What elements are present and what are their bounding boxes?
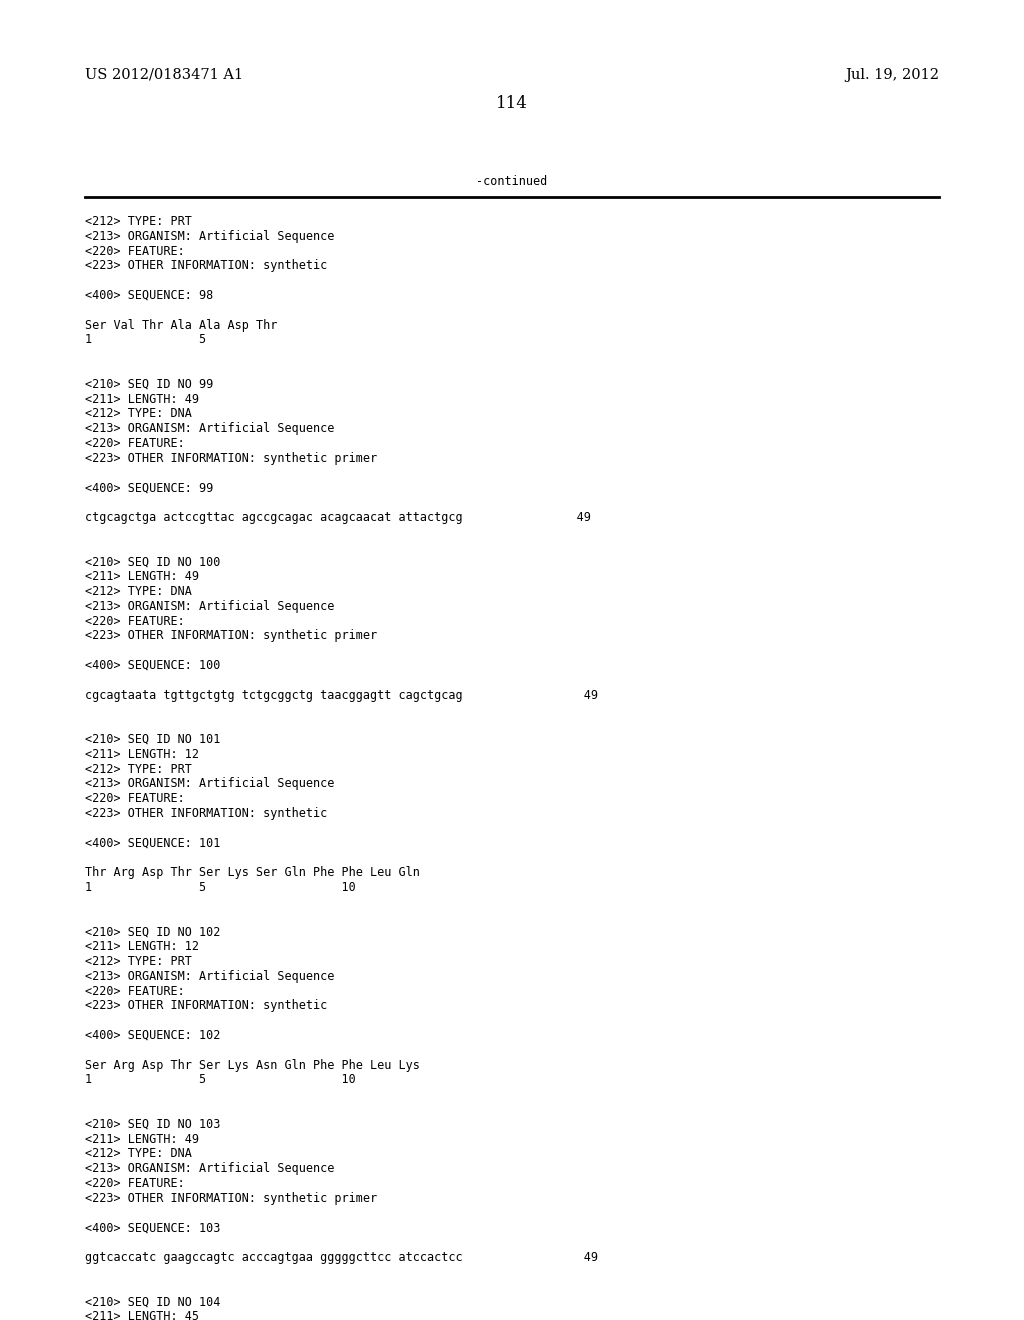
Text: <213> ORGANISM: Artificial Sequence: <213> ORGANISM: Artificial Sequence [85,777,335,791]
Text: <220> FEATURE:: <220> FEATURE: [85,985,184,998]
Text: <400> SEQUENCE: 103: <400> SEQUENCE: 103 [85,1221,220,1234]
Text: <210> SEQ ID NO 104: <210> SEQ ID NO 104 [85,1295,220,1308]
Text: <213> ORGANISM: Artificial Sequence: <213> ORGANISM: Artificial Sequence [85,422,335,436]
Text: <210> SEQ ID NO 101: <210> SEQ ID NO 101 [85,733,220,746]
Text: <220> FEATURE:: <220> FEATURE: [85,792,184,805]
Text: Jul. 19, 2012: Jul. 19, 2012 [845,69,939,82]
Text: ggtcaccatc gaagccagtc acccagtgaa gggggcttcc atccactcc                 49: ggtcaccatc gaagccagtc acccagtgaa gggggct… [85,1251,598,1265]
Text: Thr Arg Asp Thr Ser Lys Ser Gln Phe Phe Leu Gln: Thr Arg Asp Thr Ser Lys Ser Gln Phe Phe … [85,866,420,879]
Text: <213> ORGANISM: Artificial Sequence: <213> ORGANISM: Artificial Sequence [85,599,335,612]
Text: <223> OTHER INFORMATION: synthetic: <223> OTHER INFORMATION: synthetic [85,999,328,1012]
Text: <211> LENGTH: 49: <211> LENGTH: 49 [85,1133,199,1146]
Text: <223> OTHER INFORMATION: synthetic: <223> OTHER INFORMATION: synthetic [85,260,328,272]
Text: -continued: -continued [476,176,548,187]
Text: <213> ORGANISM: Artificial Sequence: <213> ORGANISM: Artificial Sequence [85,970,335,983]
Text: 114: 114 [496,95,528,112]
Text: <400> SEQUENCE: 100: <400> SEQUENCE: 100 [85,659,220,672]
Text: <400> SEQUENCE: 98: <400> SEQUENCE: 98 [85,289,213,302]
Text: <400> SEQUENCE: 102: <400> SEQUENCE: 102 [85,1030,220,1041]
Text: <400> SEQUENCE: 101: <400> SEQUENCE: 101 [85,837,220,850]
Text: <210> SEQ ID NO 100: <210> SEQ ID NO 100 [85,556,220,569]
Text: <223> OTHER INFORMATION: synthetic: <223> OTHER INFORMATION: synthetic [85,807,328,820]
Text: <211> LENGTH: 45: <211> LENGTH: 45 [85,1311,199,1320]
Text: 1               5                   10: 1 5 10 [85,1073,355,1086]
Text: <220> FEATURE:: <220> FEATURE: [85,615,184,627]
Text: <213> ORGANISM: Artificial Sequence: <213> ORGANISM: Artificial Sequence [85,230,335,243]
Text: <212> TYPE: PRT: <212> TYPE: PRT [85,954,191,968]
Text: 1               5: 1 5 [85,334,206,346]
Text: ctgcagctga actccgttac agccgcagac acagcaacat attactgcg                49: ctgcagctga actccgttac agccgcagac acagcaa… [85,511,591,524]
Text: cgcagtaata tgttgctgtg tctgcggctg taacggagtt cagctgcag                 49: cgcagtaata tgttgctgtg tctgcggctg taacgga… [85,689,598,702]
Text: <212> TYPE: DNA: <212> TYPE: DNA [85,585,191,598]
Text: <211> LENGTH: 49: <211> LENGTH: 49 [85,570,199,583]
Text: Ser Arg Asp Thr Ser Lys Asn Gln Phe Phe Leu Lys: Ser Arg Asp Thr Ser Lys Asn Gln Phe Phe … [85,1059,420,1072]
Text: <210> SEQ ID NO 103: <210> SEQ ID NO 103 [85,1118,220,1131]
Text: <400> SEQUENCE: 99: <400> SEQUENCE: 99 [85,482,213,495]
Text: <211> LENGTH: 12: <211> LENGTH: 12 [85,940,199,953]
Text: <212> TYPE: PRT: <212> TYPE: PRT [85,215,191,228]
Text: <210> SEQ ID NO 99: <210> SEQ ID NO 99 [85,378,213,391]
Text: <210> SEQ ID NO 102: <210> SEQ ID NO 102 [85,925,220,939]
Text: <220> FEATURE:: <220> FEATURE: [85,437,184,450]
Text: Ser Val Thr Ala Ala Asp Thr: Ser Val Thr Ala Ala Asp Thr [85,318,278,331]
Text: <220> FEATURE:: <220> FEATURE: [85,244,184,257]
Text: <211> LENGTH: 49: <211> LENGTH: 49 [85,392,199,405]
Text: <212> TYPE: DNA: <212> TYPE: DNA [85,1147,191,1160]
Text: <211> LENGTH: 12: <211> LENGTH: 12 [85,748,199,760]
Text: 1               5                   10: 1 5 10 [85,880,355,894]
Text: <212> TYPE: PRT: <212> TYPE: PRT [85,763,191,776]
Text: <223> OTHER INFORMATION: synthetic primer: <223> OTHER INFORMATION: synthetic prime… [85,630,377,643]
Text: <213> ORGANISM: Artificial Sequence: <213> ORGANISM: Artificial Sequence [85,1162,335,1175]
Text: <212> TYPE: DNA: <212> TYPE: DNA [85,408,191,420]
Text: US 2012/0183471 A1: US 2012/0183471 A1 [85,69,243,82]
Text: <223> OTHER INFORMATION: synthetic primer: <223> OTHER INFORMATION: synthetic prime… [85,1192,377,1205]
Text: <220> FEATURE:: <220> FEATURE: [85,1177,184,1191]
Text: <223> OTHER INFORMATION: synthetic primer: <223> OTHER INFORMATION: synthetic prime… [85,451,377,465]
